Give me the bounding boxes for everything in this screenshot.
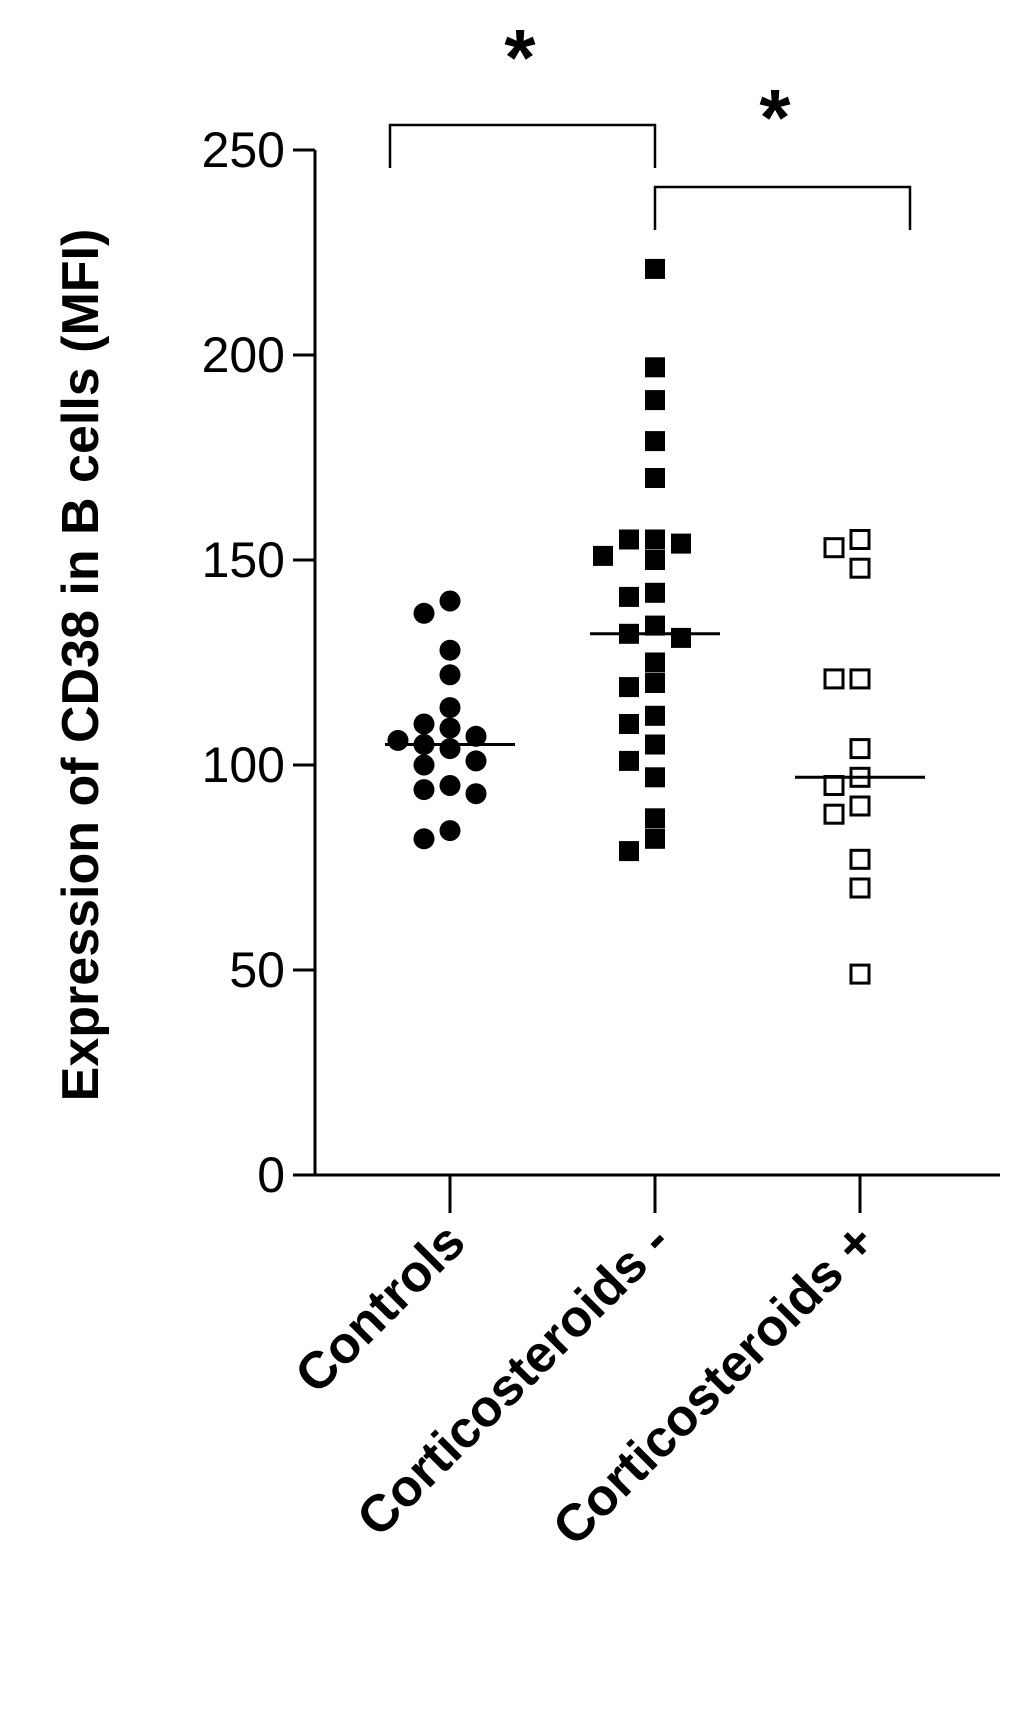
y-tick-label: 150	[202, 532, 285, 588]
y-axis-ticks: 0 50 100 150 200 250	[202, 122, 315, 1203]
y-axis-label: Expression of CD38 in B cells (MFI)	[52, 229, 110, 1102]
data-point	[413, 779, 435, 801]
data-point	[439, 697, 461, 719]
data-point	[671, 533, 691, 554]
data-point	[619, 586, 639, 607]
data-point	[645, 529, 665, 550]
data-point	[465, 725, 487, 747]
data-point	[645, 673, 665, 693]
data-point	[823, 775, 845, 796]
data-point	[413, 828, 435, 850]
data-point	[645, 550, 665, 570]
data-point	[413, 602, 435, 624]
data-point	[849, 963, 871, 985]
data-point	[645, 734, 665, 755]
data-point	[645, 258, 665, 279]
data-point	[619, 677, 639, 698]
data-point	[645, 808, 665, 829]
data-point	[593, 545, 613, 566]
y-tick-label: 200	[202, 327, 285, 383]
data-point	[439, 664, 461, 686]
data-point	[465, 750, 487, 772]
data-point	[439, 590, 461, 612]
y-tick-label: 100	[202, 737, 285, 793]
data-point	[823, 537, 845, 559]
y-tick-label: 250	[202, 122, 285, 178]
significance-brackets: **	[388, 13, 912, 230]
data-point	[645, 390, 665, 411]
significance-bracket	[388, 123, 657, 168]
significance-bracket	[653, 185, 912, 230]
data-point	[849, 738, 871, 760]
data-point	[387, 729, 409, 751]
data-point	[849, 529, 871, 550]
data-point	[823, 668, 845, 690]
data-point	[439, 820, 461, 842]
data-point	[671, 627, 691, 648]
data-point	[645, 828, 665, 849]
data-point	[645, 705, 665, 726]
significance-star: *	[504, 13, 536, 102]
data-point	[439, 639, 461, 661]
data-point	[439, 738, 461, 760]
data-point	[849, 668, 871, 690]
data-point	[849, 557, 871, 579]
data-point	[849, 848, 871, 870]
data-point	[849, 877, 871, 899]
data-point	[645, 468, 665, 488]
data-point	[645, 582, 665, 603]
data-point	[413, 713, 435, 735]
data-point	[619, 750, 639, 771]
data-point	[439, 775, 461, 796]
significance-star: *	[759, 73, 791, 162]
data-point	[645, 357, 665, 378]
data-point	[645, 767, 665, 788]
axes	[313, 150, 1000, 1177]
data-point	[465, 783, 487, 805]
x-category-label: Controls	[284, 1212, 476, 1404]
data-point	[645, 615, 665, 636]
y-tick-label: 50	[229, 942, 285, 998]
data-point	[619, 714, 639, 734]
data-point	[619, 529, 639, 550]
data-point	[645, 652, 665, 673]
data-points	[387, 258, 871, 985]
data-point	[849, 795, 871, 817]
data-point	[413, 754, 435, 776]
data-point	[439, 717, 461, 739]
data-point	[619, 841, 639, 862]
data-point	[645, 431, 665, 452]
data-point	[823, 803, 845, 825]
y-tick-label: 0	[257, 1147, 285, 1203]
median-lines	[385, 632, 925, 779]
